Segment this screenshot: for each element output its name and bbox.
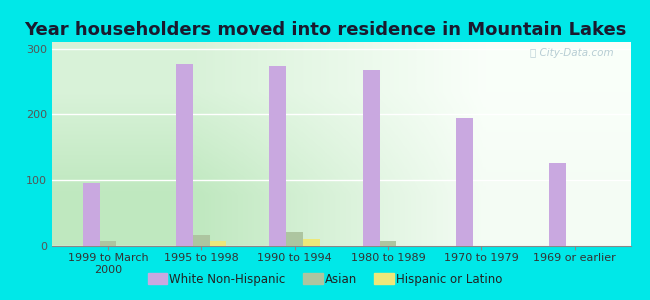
Bar (549, 163, 566, 246)
Bar (380, 242, 396, 246)
Bar (210, 242, 226, 246)
Text: Year householders moved into residence in Mountain Lakes: Year householders moved into residence i… (24, 21, 626, 39)
Bar (456, 118, 473, 246)
Legend: White Non-Hispanic, Asian, Hispanic or Latino: White Non-Hispanic, Asian, Hispanic or L… (143, 269, 507, 291)
Bar (269, 66, 286, 246)
Bar (83, 183, 99, 246)
Bar (176, 64, 193, 246)
Bar (193, 235, 210, 246)
Bar (286, 232, 303, 246)
Bar (303, 239, 320, 246)
Bar (99, 241, 116, 246)
Bar (363, 70, 380, 246)
Text: ⭘ City-Data.com: ⭘ City-Data.com (530, 48, 613, 58)
